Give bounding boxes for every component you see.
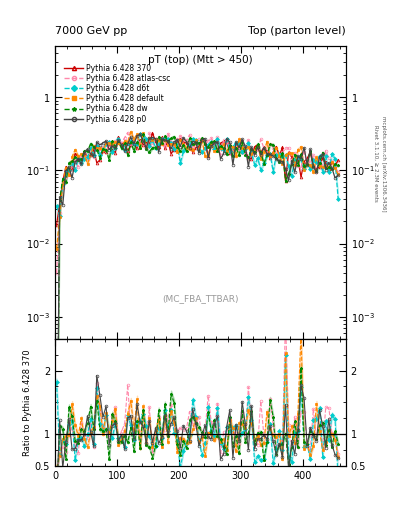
Pythia 6.428 370 [54, 222, 59, 228]
Pythia 6.428 atlas-csc [292, 150, 297, 156]
Pythia 6.428 370 [336, 157, 340, 163]
Pythia 6.428 370 [264, 148, 269, 154]
Pythia 6.428 d6t [268, 151, 272, 157]
Pythia 6.428 dw [264, 153, 269, 159]
Pythia 6.428 atlas-csc [336, 169, 340, 175]
Pythia 6.428 atlas-csc [224, 139, 229, 145]
Pythia 6.428 default [292, 162, 297, 168]
Text: pT (top) (Mtt > 450): pT (top) (Mtt > 450) [148, 55, 253, 65]
Pythia 6.428 370 [283, 178, 288, 184]
Line: Pythia 6.428 p0: Pythia 6.428 p0 [55, 133, 340, 512]
Pythia 6.428 d6t [296, 154, 300, 160]
Pythia 6.428 p0 [283, 166, 288, 172]
Pythia 6.428 d6t [54, 203, 59, 209]
Pythia 6.428 atlas-csc [283, 145, 288, 151]
Pythia 6.428 p0 [138, 131, 142, 137]
Pythia 6.428 default [224, 148, 229, 154]
Pythia 6.428 p0 [224, 136, 229, 142]
Legend: Pythia 6.428 370, Pythia 6.428 atlas-csc, Pythia 6.428 d6t, Pythia 6.428 default: Pythia 6.428 370, Pythia 6.428 atlas-csc… [62, 61, 173, 126]
Text: Top (parton level): Top (parton level) [248, 26, 346, 36]
Pythia 6.428 p0 [292, 169, 297, 175]
Pythia 6.428 default [264, 139, 269, 145]
Pythia 6.428 d6t [286, 163, 291, 169]
Pythia 6.428 d6t [336, 196, 340, 202]
Text: (MC_FBA_TTBAR): (MC_FBA_TTBAR) [162, 294, 239, 304]
Pythia 6.428 370 [280, 144, 285, 151]
Pythia 6.428 370 [277, 153, 282, 159]
Line: Pythia 6.428 atlas-csc: Pythia 6.428 atlas-csc [55, 131, 340, 274]
Pythia 6.428 370 [224, 139, 229, 145]
Pythia 6.428 dw [336, 162, 340, 168]
Pythia 6.428 370 [292, 157, 297, 163]
Pythia 6.428 d6t [57, 213, 62, 219]
Text: 7000 GeV pp: 7000 GeV pp [55, 26, 127, 36]
Pythia 6.428 default [54, 246, 59, 252]
Pythia 6.428 dw [224, 151, 229, 157]
Pythia 6.428 370 [150, 130, 155, 136]
Pythia 6.428 p0 [336, 173, 340, 179]
Pythia 6.428 atlas-csc [264, 151, 269, 157]
Pythia 6.428 d6t [283, 152, 288, 158]
Pythia 6.428 p0 [277, 158, 282, 164]
Pythia 6.428 d6t [138, 131, 142, 137]
Pythia 6.428 p0 [264, 151, 269, 157]
Text: Rivet 3.1.10, ≥ 2.3M events: Rivet 3.1.10, ≥ 2.3M events [373, 125, 378, 202]
Text: mcplots.cern.ch [arXiv:1306.3436]: mcplots.cern.ch [arXiv:1306.3436] [381, 116, 386, 211]
Pythia 6.428 p0 [280, 159, 285, 165]
Pythia 6.428 d6t [228, 148, 232, 155]
Pythia 6.428 default [129, 129, 133, 135]
Pythia 6.428 default [277, 153, 282, 159]
Pythia 6.428 default [283, 152, 288, 158]
Pythia 6.428 dw [141, 131, 145, 137]
Pythia 6.428 dw [292, 152, 297, 158]
Pythia 6.428 atlas-csc [277, 152, 282, 158]
Line: Pythia 6.428 default: Pythia 6.428 default [55, 131, 340, 250]
Pythia 6.428 d6t [280, 153, 285, 159]
Line: Pythia 6.428 370: Pythia 6.428 370 [55, 132, 340, 226]
Pythia 6.428 default [280, 160, 285, 166]
Line: Pythia 6.428 d6t: Pythia 6.428 d6t [55, 133, 340, 218]
Pythia 6.428 atlas-csc [280, 150, 285, 156]
Pythia 6.428 atlas-csc [125, 130, 130, 136]
Pythia 6.428 dw [280, 150, 285, 156]
Pythia 6.428 dw [277, 159, 282, 165]
Y-axis label: Ratio to Pythia 6.428 370: Ratio to Pythia 6.428 370 [23, 349, 32, 456]
Pythia 6.428 atlas-csc [54, 270, 59, 276]
Line: Pythia 6.428 dw: Pythia 6.428 dw [55, 133, 340, 512]
Pythia 6.428 default [336, 171, 340, 177]
Pythia 6.428 dw [283, 178, 288, 184]
